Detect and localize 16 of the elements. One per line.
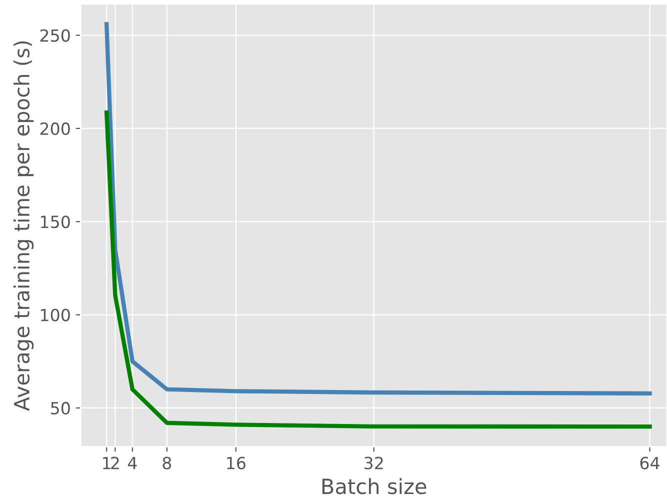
- line-series: [104, 110, 652, 429]
- x-tick-label: 32: [364, 456, 383, 470]
- x-tick-label: 8: [162, 456, 172, 470]
- y-tick-label: 100: [41, 308, 70, 322]
- x-tick-label: 16: [227, 456, 246, 470]
- x-tick-label: 4: [128, 456, 137, 470]
- line-series: [104, 22, 652, 396]
- x-tick-label: 1: [103, 456, 110, 470]
- y-tick-label: 250: [40, 29, 70, 42]
- y-tick-label: 50: [51, 402, 70, 415]
- y-tick-label: 200: [40, 122, 70, 136]
- x-axis-title: Batch size: [322, 478, 426, 494]
- x-tick-label: 64: [640, 456, 660, 470]
- x-tick-label: 2: [111, 456, 119, 470]
- y-tick-label: 150: [41, 216, 70, 228]
- y-axis-title: Average training time per epoch (s): [13, 41, 34, 411]
